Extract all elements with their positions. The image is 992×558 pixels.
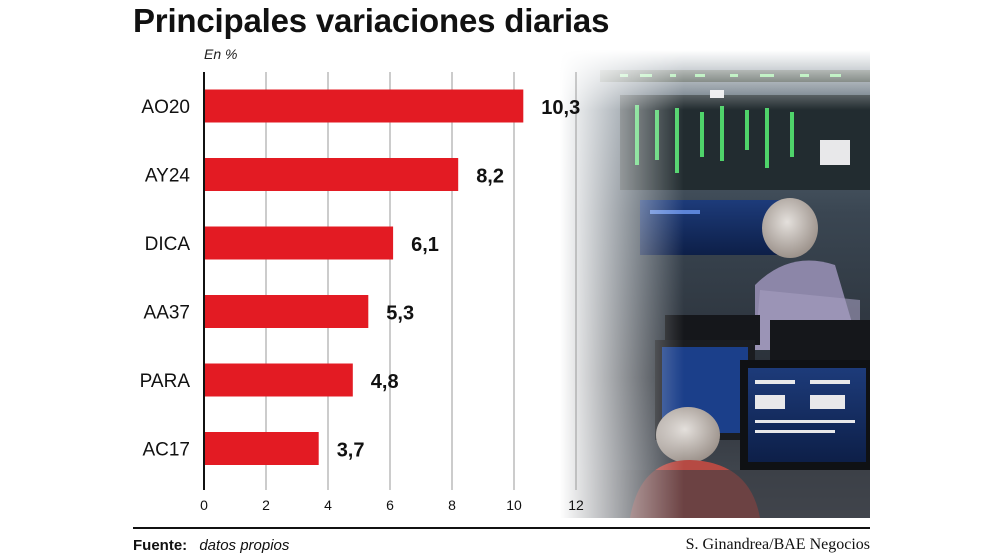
value-label: 3,7 (337, 440, 365, 462)
category-label: AA37 (144, 303, 190, 324)
x-tick-label: 2 (262, 497, 270, 513)
x-tick-label: 0 (200, 497, 208, 513)
value-label: 6,1 (411, 234, 439, 256)
category-label: AO20 (141, 97, 190, 118)
chart-title: Principales variaciones diarias (133, 2, 610, 39)
x-tick-label: 8 (448, 497, 456, 513)
credit: S. Ginandrea/BAE Negocios (685, 536, 870, 553)
bar-ay24 (204, 158, 459, 191)
source-line: Fuente: datos propios (133, 537, 289, 554)
category-label: PARA (140, 371, 191, 392)
source-label: Fuente: (133, 537, 188, 554)
unit-label: En % (204, 46, 238, 62)
bar-ac17 (204, 432, 319, 465)
x-tick-label: 4 (324, 497, 332, 513)
bar-dica (204, 226, 394, 260)
x-tick-label: 10 (506, 497, 522, 513)
category-label: AC17 (142, 440, 190, 461)
x-tick-label: 6 (386, 497, 394, 513)
value-label: 8,2 (476, 166, 504, 188)
source-text: datos propios (199, 537, 290, 554)
footer-rule (133, 527, 870, 529)
value-label: 5,3 (386, 303, 414, 325)
category-label: DICA (145, 234, 191, 255)
value-label: 4,8 (371, 371, 399, 393)
bar-aa37 (204, 295, 369, 328)
bar-ao20 (204, 89, 524, 123)
x-tick-label: 12 (568, 497, 584, 513)
category-label: AY24 (145, 166, 191, 187)
bar-para (204, 363, 353, 397)
value-label: 10,3 (541, 97, 580, 119)
